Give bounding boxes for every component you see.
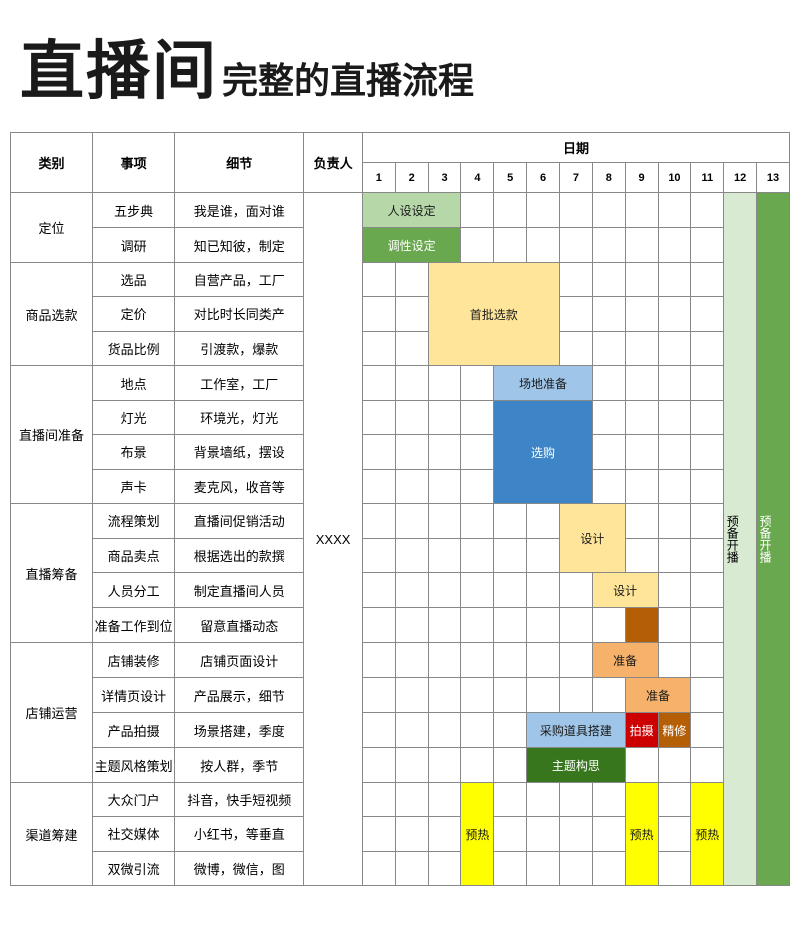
detail-cell: 引渡款，爆款 [175, 331, 304, 365]
item-cell: 产品拍摄 [93, 713, 175, 748]
cat-cell: 渠道筹建 [11, 783, 93, 886]
item-cell: 灯光 [93, 401, 175, 435]
gantt-bar: 拍摄 [625, 713, 658, 748]
day-header-4: 4 [461, 163, 494, 193]
item-cell: 货品比例 [93, 331, 175, 365]
day-header-10: 10 [658, 163, 691, 193]
gantt-bar: 选购 [494, 401, 593, 504]
day-header-5: 5 [494, 163, 527, 193]
title-big: 直播间 [20, 20, 218, 112]
gantt-bar: 首批选款 [428, 263, 559, 366]
gantt-bar: 精修 [658, 713, 691, 748]
cat-cell: 商品选款 [11, 263, 93, 366]
day-header-11: 11 [691, 163, 724, 193]
detail-cell: 直播间促销活动 [175, 504, 304, 539]
gantt-bar: 准备 [592, 643, 658, 678]
item-cell: 选品 [93, 263, 175, 297]
gantt-bar [625, 608, 658, 643]
item-cell: 地点 [93, 366, 175, 401]
cat-cell: 直播筹备 [11, 504, 93, 643]
item-cell: 双微引流 [93, 851, 175, 885]
cat-cell: 直播间准备 [11, 366, 93, 504]
hdr-responsible: 负责人 [304, 133, 363, 193]
day-header-7: 7 [559, 163, 592, 193]
item-cell: 布景 [93, 435, 175, 469]
title-row: 直播间 完整的直播流程 [10, 20, 790, 112]
item-cell: 详情页设计 [93, 678, 175, 713]
day-header-13: 13 [757, 163, 790, 193]
gantt-bar: 预热 [691, 783, 724, 886]
day-header-2: 2 [395, 163, 428, 193]
detail-cell: 店铺页面设计 [175, 643, 304, 678]
day-header-6: 6 [527, 163, 560, 193]
day-header-9: 9 [625, 163, 658, 193]
detail-cell: 麦克风，收音等 [175, 469, 304, 503]
detail-cell: 制定直播间人员 [175, 573, 304, 608]
col12-prebroadcast: 预备开播 [724, 193, 757, 886]
item-cell: 调研 [93, 228, 175, 263]
detail-cell: 环境光，灯光 [175, 401, 304, 435]
detail-cell: 微博，微信，图 [175, 851, 304, 885]
item-cell: 大众门户 [93, 783, 175, 817]
gantt-bar: 采购道具搭建 [527, 713, 626, 748]
hdr-detail: 细节 [175, 133, 304, 193]
detail-cell: 根据选出的款撰 [175, 538, 304, 573]
gantt-bar: 准备 [625, 678, 691, 713]
item-cell: 社交媒体 [93, 817, 175, 851]
hdr-category: 类别 [11, 133, 93, 193]
detail-cell: 自营产品，工厂 [175, 263, 304, 297]
gantt-bar: 调性设定 [362, 228, 461, 263]
detail-cell: 工作室，工厂 [175, 366, 304, 401]
detail-cell: 背景墙纸，摆设 [175, 435, 304, 469]
detail-cell: 小红书，等垂直 [175, 817, 304, 851]
header-row-1: 类别 事项 细节 负责人 日期 [11, 133, 790, 163]
detail-cell: 按人群，季节 [175, 748, 304, 783]
detail-cell: 场景搭建，季度 [175, 713, 304, 748]
detail-cell: 抖音，快手短视频 [175, 783, 304, 817]
hdr-date: 日期 [362, 133, 789, 163]
day-header-12: 12 [724, 163, 757, 193]
gantt-bar: 设计 [559, 504, 625, 573]
detail-cell: 我是谁，面对谁 [175, 193, 304, 228]
item-cell: 准备工作到位 [93, 608, 175, 643]
cat-cell: 定位 [11, 193, 93, 263]
gantt-bar: 人设设定 [362, 193, 461, 228]
gantt-bar: 预热 [625, 783, 658, 886]
item-cell: 商品卖点 [93, 538, 175, 573]
col13-prebroadcast: 预备开播 [757, 193, 790, 886]
item-cell: 定价 [93, 297, 175, 331]
item-cell: 主题风格策划 [93, 748, 175, 783]
day-header-1: 1 [362, 163, 395, 193]
item-cell: 声卡 [93, 469, 175, 503]
day-header-8: 8 [592, 163, 625, 193]
detail-cell: 对比时长同类产 [175, 297, 304, 331]
hdr-item: 事项 [93, 133, 175, 193]
detail-cell: 留意直播动态 [175, 608, 304, 643]
item-cell: 店铺装修 [93, 643, 175, 678]
responsible-cell: XXXX [304, 193, 363, 886]
detail-cell: 产品展示，细节 [175, 678, 304, 713]
item-cell: 流程策划 [93, 504, 175, 539]
item-cell: 五步典 [93, 193, 175, 228]
gantt-bar: 主题构思 [527, 748, 626, 783]
gantt-table: 类别 事项 细节 负责人 日期 12345678910111213 定位五步典我… [10, 132, 790, 886]
gantt-bar: 预热 [461, 783, 494, 886]
detail-cell: 知已知彼，制定 [175, 228, 304, 263]
gantt-bar: 设计 [592, 573, 658, 608]
item-cell: 人员分工 [93, 573, 175, 608]
gantt-bar: 场地准备 [494, 366, 593, 401]
day-header-3: 3 [428, 163, 461, 193]
cat-cell: 店铺运营 [11, 643, 93, 783]
title-small: 完整的直播流程 [222, 52, 474, 104]
